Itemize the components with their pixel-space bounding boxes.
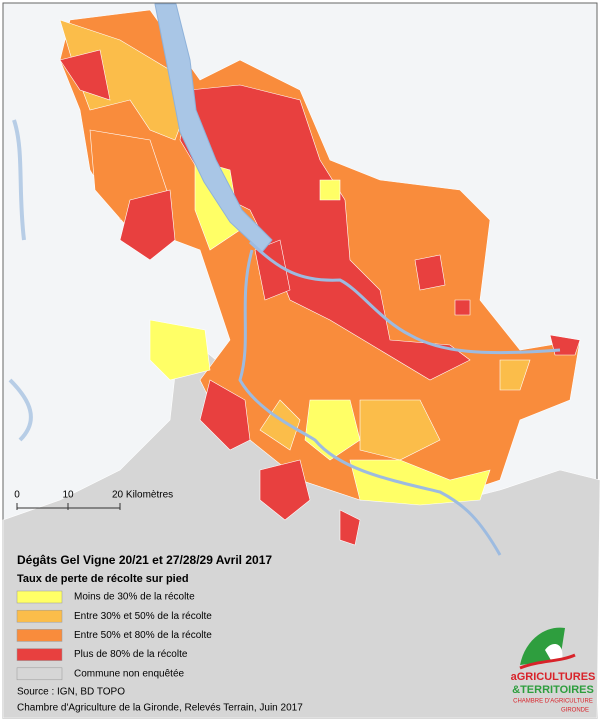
logo: aGRICULTURES &TERRITOIRES CHAMBRE D'AGRI…: [511, 627, 596, 714]
estuary: [154, 3, 273, 253]
logo-text: &TERRITOIRES: [512, 684, 594, 696]
lakes: [8, 119, 33, 442]
legend-swatch: [16, 629, 63, 642]
legend-swatch: [16, 590, 63, 604]
legend-label: Commune non enquêtée: [74, 668, 185, 679]
scale-bar: [16, 503, 121, 510]
commune-area: [349, 459, 491, 506]
legend-label: Entre 50% et 80% de la récolte: [74, 630, 212, 641]
commune-area: [59, 49, 111, 101]
commune-area: [414, 254, 446, 291]
commune-area: [339, 509, 361, 546]
legend-swatch: [16, 667, 63, 681]
logo-shape: [545, 644, 563, 662]
source-line: Source : IGN, BD TOPO: [17, 687, 125, 698]
commune-area: [259, 459, 311, 521]
scale-label: 10: [62, 490, 74, 501]
source-line: Chambre d'Agriculture de la Gironde, Rel…: [17, 703, 303, 714]
legend-label: Plus de 80% de la récolte: [74, 649, 188, 660]
commune-area: [499, 359, 531, 391]
legend-swatch: [16, 609, 63, 623]
commune-area: [319, 179, 341, 201]
legend-label: Entre 30% et 50% de la récolte: [74, 611, 212, 622]
logo-text: aGRICULTURES: [511, 671, 596, 683]
scale-label: 0: [14, 490, 20, 501]
commune-area: [119, 189, 176, 261]
commune-area: [259, 399, 301, 451]
legend-label: Moins de 30% de la récolte: [74, 592, 195, 603]
legend: Moins de 30% de la récolte Entre 30% et 5…: [16, 590, 212, 681]
commune-area: [179, 84, 471, 381]
commune-area: [199, 379, 251, 451]
logo-text: GIRONDE: [561, 708, 589, 714]
commune-area: [149, 319, 211, 381]
scale-label: 20 Kilomètres: [112, 490, 173, 501]
rivers: [8, 3, 561, 556]
garonne: [238, 249, 502, 556]
commune-area: [454, 299, 471, 316]
logo-text: CHAMBRE D'AGRICULTURE: [513, 699, 593, 705]
legend-subtitle: Taux de perte de récolte sur pied: [17, 573, 189, 585]
legend-title: Dégâts Gel Vigne 20/21 et 27/28/29 Avril…: [17, 553, 272, 567]
dordogne: [248, 240, 561, 355]
logo-swoosh: [519, 653, 576, 670]
commune-area: [359, 399, 441, 461]
legend-swatch: [16, 648, 63, 661]
